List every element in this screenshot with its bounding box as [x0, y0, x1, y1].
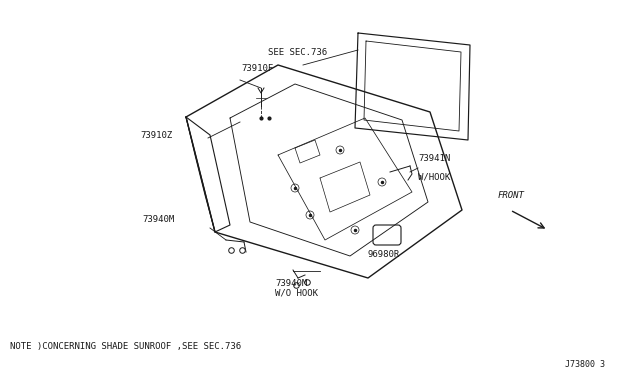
Text: 73941N: 73941N — [418, 154, 451, 163]
Text: FRONT: FRONT — [498, 192, 525, 201]
Text: W/HOOK: W/HOOK — [418, 173, 451, 182]
Text: SEE SEC.736: SEE SEC.736 — [268, 48, 327, 57]
Text: 96980R: 96980R — [368, 250, 400, 259]
Text: W/O HOOK: W/O HOOK — [275, 289, 318, 298]
Text: 73940M: 73940M — [142, 215, 174, 224]
Text: 73910Z: 73910Z — [140, 131, 172, 140]
Text: 73910F: 73910F — [241, 64, 273, 73]
Text: NOTE )CONCERNING SHADE SUNROOF ,SEE SEC.736: NOTE )CONCERNING SHADE SUNROOF ,SEE SEC.… — [10, 342, 241, 351]
Text: J73800 3: J73800 3 — [565, 360, 605, 369]
Text: 73940M: 73940M — [275, 279, 307, 288]
FancyBboxPatch shape — [373, 225, 401, 245]
